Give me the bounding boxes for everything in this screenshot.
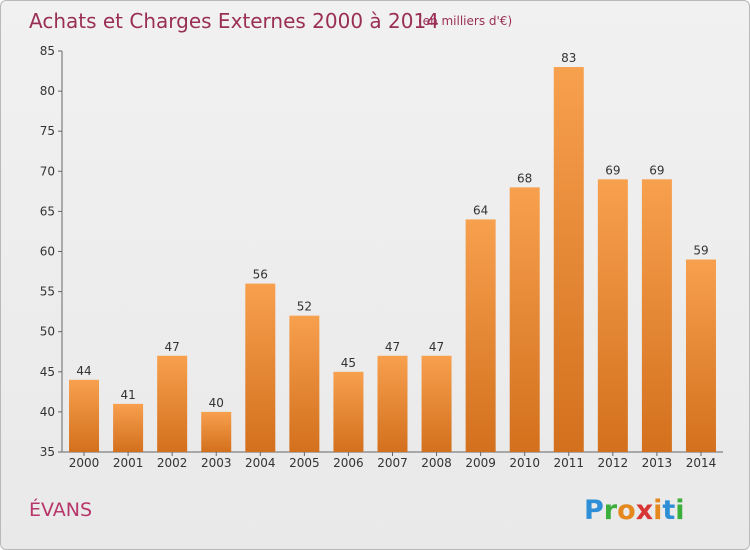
chart-subtitle: (en milliers d'€) <box>418 14 512 28</box>
bar-2009 <box>465 219 496 452</box>
data-label-2003: 40 <box>209 396 224 410</box>
x-tick-label-2000: 2000 <box>69 456 100 470</box>
data-label-2012: 69 <box>605 163 620 177</box>
x-tick-label-2006: 2006 <box>333 456 364 470</box>
x-tick-label-2011: 2011 <box>553 456 584 470</box>
x-tick-label-2012: 2012 <box>598 456 629 470</box>
x-tick-label-2008: 2008 <box>421 456 452 470</box>
y-tick-label: 45 <box>40 365 55 379</box>
data-label-2002: 47 <box>165 340 180 354</box>
bar-2005 <box>289 315 320 452</box>
x-tick-label-2014: 2014 <box>686 456 717 470</box>
data-label-2000: 44 <box>76 364 91 378</box>
x-tick-label-2009: 2009 <box>465 456 496 470</box>
y-tick-label: 40 <box>40 405 55 419</box>
bar-2010 <box>509 187 540 452</box>
bar-2003 <box>201 411 232 452</box>
commune-name: ÉVANS <box>29 498 92 521</box>
x-tick-label-2007: 2007 <box>377 456 408 470</box>
x-tick-label-2001: 2001 <box>113 456 144 470</box>
data-label-2010: 68 <box>517 171 532 185</box>
x-tick-label-2004: 2004 <box>245 456 276 470</box>
proxiti-letter: t <box>662 495 675 526</box>
y-tick-label: 60 <box>40 245 55 259</box>
proxiti-letter: x <box>636 495 653 526</box>
y-tick-label: 85 <box>40 44 55 58</box>
proxiti-letter: i <box>675 495 684 526</box>
proxiti-logo: Proxiti <box>584 495 685 526</box>
x-tick-label-2002: 2002 <box>157 456 188 470</box>
bar-2002 <box>157 355 188 452</box>
x-tick-label-2013: 2013 <box>642 456 673 470</box>
plot-area: 35 40 45 50 55 60 65 70 75 80 85 44 2000 41 2001 47 2002… <box>40 44 723 470</box>
y-tick-label: 75 <box>40 124 55 138</box>
y-tick-label: 65 <box>40 204 55 218</box>
data-label-2008: 47 <box>429 340 444 354</box>
bar-2001 <box>113 403 144 452</box>
bar-2004 <box>245 283 276 452</box>
data-label-2007: 47 <box>385 340 400 354</box>
proxiti-letter: r <box>604 495 618 526</box>
data-label-2009: 64 <box>473 203 488 217</box>
y-tick-label: 70 <box>40 164 55 178</box>
proxiti-letter: P <box>584 495 604 526</box>
y-tick-label: 35 <box>40 445 55 459</box>
data-label-2004: 56 <box>253 268 268 282</box>
bar-2014 <box>685 259 716 452</box>
x-tick-label-2003: 2003 <box>201 456 232 470</box>
x-tick-label-2010: 2010 <box>509 456 540 470</box>
bar-2007 <box>377 355 408 452</box>
data-label-2006: 45 <box>341 356 356 370</box>
bar-2011 <box>553 67 584 452</box>
y-tick-label: 55 <box>40 285 55 299</box>
chart-title: Achats et Charges Externes 2000 à 2014 <box>29 9 439 33</box>
y-tick-label: 50 <box>40 325 55 339</box>
bar-2000 <box>69 379 100 452</box>
x-tick-label-2005: 2005 <box>289 456 320 470</box>
bar-2006 <box>333 371 364 452</box>
data-label-2013: 69 <box>649 163 664 177</box>
bar-2013 <box>641 179 672 452</box>
bar-2008 <box>421 355 452 452</box>
data-label-2005: 52 <box>297 300 312 314</box>
y-tick-label: 80 <box>40 84 55 98</box>
proxiti-letter: i <box>653 495 662 526</box>
data-label-2001: 41 <box>120 388 135 402</box>
data-label-2011: 83 <box>561 51 576 65</box>
data-label-2014: 59 <box>693 244 708 258</box>
bar-2012 <box>597 179 628 452</box>
proxiti-letter: o <box>617 495 636 526</box>
